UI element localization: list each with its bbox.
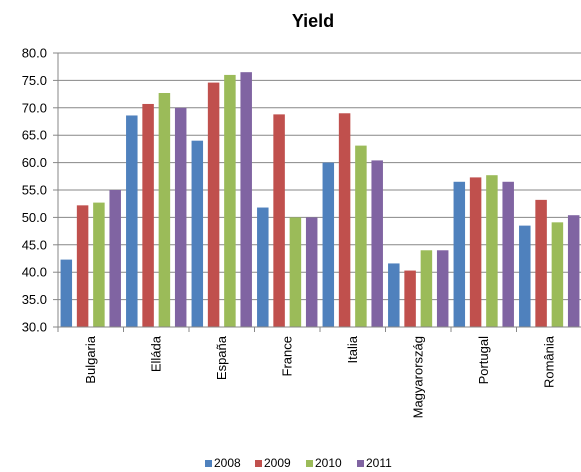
bar-2010-0: [93, 202, 105, 327]
y-tick-label: 40.0: [22, 265, 47, 280]
legend-swatch-2008: [205, 460, 212, 467]
category-label: Portugal: [476, 336, 491, 385]
bar-2010-4: [355, 145, 367, 327]
y-tick-label: 75.0: [22, 73, 47, 88]
bar-2010-6: [486, 175, 498, 327]
legend-label: 2010: [315, 456, 342, 470]
y-tick-label: 70.0: [22, 100, 47, 115]
bar-2011-7: [567, 215, 580, 327]
y-tick-label: 50.0: [22, 210, 47, 225]
bar-2010-3: [289, 217, 302, 327]
y-axis: 30.0 35.0 40.0 45.0 50.0 55.0 60.0 65.0 70.0 75.0…: [22, 46, 59, 335]
bar-2008-5: [388, 263, 400, 327]
bar-2009-3: [273, 114, 285, 327]
bar-2009-6: [469, 177, 482, 327]
category-label: France: [279, 336, 294, 376]
bar-2009-5: [404, 270, 416, 327]
bar-2011-3: [305, 217, 318, 327]
legend-swatch-2009: [255, 460, 262, 467]
legend-swatch-2010: [306, 460, 313, 467]
bar-2008-1: [126, 115, 138, 327]
y-tick-label: 80.0: [22, 46, 47, 61]
bar-2011-6: [502, 181, 514, 327]
bars: [60, 72, 580, 328]
legend: 2008 2009 2010 2011: [205, 456, 392, 470]
bar-2009-4: [338, 113, 351, 327]
bar-2011-1: [174, 107, 187, 327]
y-tick-label: 55.0: [22, 183, 47, 198]
category-label: Italia: [345, 335, 360, 363]
bar-2009-0: [76, 205, 89, 327]
bar-2008-7: [519, 225, 531, 327]
y-tick-label: 60.0: [22, 155, 47, 170]
bar-2011-4: [371, 160, 383, 327]
category-label: Elláda: [148, 335, 163, 372]
legend-label: 2009: [264, 456, 291, 470]
bar-2011-2: [240, 72, 252, 328]
y-tick-label: 35.0: [22, 292, 47, 307]
category-label: España: [214, 335, 229, 380]
bar-2009-1: [142, 103, 154, 328]
bar-2009-2: [207, 82, 220, 327]
bar-2010-7: [551, 222, 564, 327]
y-tick-label: 65.0: [22, 128, 47, 143]
bar-2010-2: [224, 74, 236, 327]
category-label: Bulgaria: [83, 335, 98, 383]
category-label: România: [541, 335, 556, 388]
bar-2010-1: [158, 93, 171, 327]
bar-2009-7: [535, 199, 547, 327]
legend-label: 2011: [366, 456, 392, 470]
y-tick-label: 45.0: [22, 237, 47, 252]
legend-swatch-2011: [357, 460, 364, 467]
chart-title: Yield: [292, 11, 334, 31]
legend-label: 2008: [214, 456, 241, 470]
bar-2011-0: [109, 190, 121, 327]
y-tick-label: 30.0: [22, 320, 47, 335]
bar-2008-2: [191, 140, 204, 327]
bar-2010-5: [420, 250, 433, 327]
category-label: Magyarország: [410, 336, 425, 418]
bar-2008-0: [60, 259, 73, 327]
x-axis: Bulgaria Elláda España France Italia Magyaror…: [57, 326, 581, 418]
bar-2008-3: [257, 207, 269, 327]
bar-2008-6: [453, 181, 466, 327]
bar-2008-4: [322, 162, 335, 327]
bar-2011-5: [436, 250, 449, 327]
